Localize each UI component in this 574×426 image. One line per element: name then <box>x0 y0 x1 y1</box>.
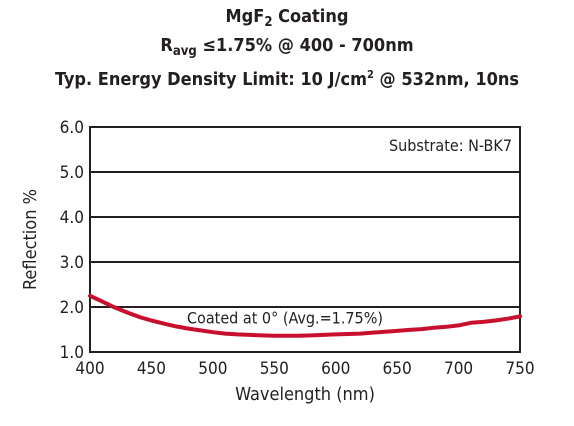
chart-title-line-2: Ravg ≤1.75% @ 400 - 700nm <box>160 35 414 59</box>
curve-label: Coated at 0° (Avg.=1.75%) <box>187 308 383 327</box>
chart-title-line-1: MgF2 Coating <box>225 6 349 30</box>
reflection-curve <box>88 293 522 338</box>
x-axis-label: Wavelength (nm) <box>235 384 375 405</box>
x-tick-label: 650 <box>383 359 412 379</box>
plot-frame <box>89 126 521 353</box>
x-tick-label: 550 <box>260 359 289 379</box>
x-tick-label: 700 <box>444 359 473 379</box>
y-tick-label: 2.0 <box>60 298 84 318</box>
y-tick-label: 4.0 <box>60 208 84 228</box>
y-tick-label: 1.0 <box>60 343 84 363</box>
substrate-label: Substrate: N-BK7 <box>389 136 512 155</box>
x-tick-label: 400 <box>75 359 104 379</box>
x-tick-label: 600 <box>321 359 350 379</box>
y-tick-label: 6.0 <box>60 118 84 138</box>
chart-title-line-3: Typ. Energy Density Limit: 10 J/cm2 @ 53… <box>54 68 520 90</box>
y-axis-label: Reflection % <box>20 189 41 290</box>
y-tick-label: 5.0 <box>60 163 84 183</box>
x-tick-label: 500 <box>198 359 227 379</box>
x-tick-label: 750 <box>505 359 534 379</box>
y-tick-labels: 1.0 2.0 3.0 4.0 5.0 6.0 <box>60 118 84 363</box>
y-tick-label: 3.0 <box>60 253 84 273</box>
x-tick-label: 450 <box>137 359 166 379</box>
grid-lines <box>90 171 520 308</box>
x-tick-labels: 400 450 500 550 600 650 700 750 <box>75 359 534 379</box>
